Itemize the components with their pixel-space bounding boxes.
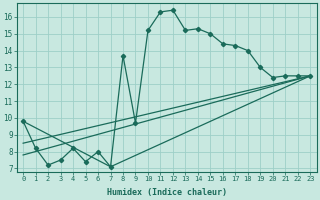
- X-axis label: Humidex (Indice chaleur): Humidex (Indice chaleur): [107, 188, 227, 197]
